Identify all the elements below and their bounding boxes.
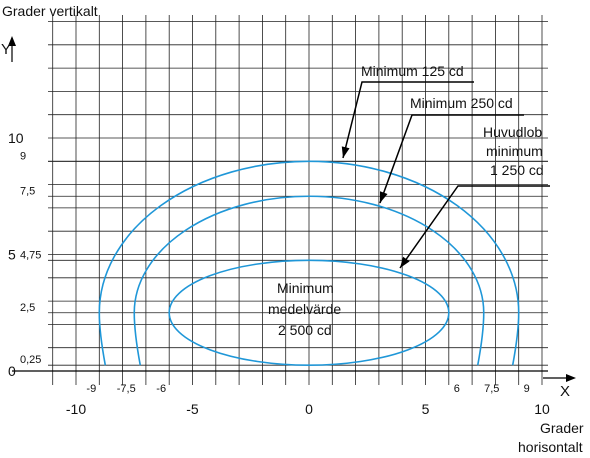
label-1250cd-line2: minimum xyxy=(486,143,543,159)
y-tick-label-minor: 9 xyxy=(20,150,26,162)
isoline-1 xyxy=(98,160,520,366)
x-tick-label-minor: -7,5 xyxy=(117,383,136,395)
x-tick-label-minor: 7,5 xyxy=(484,383,499,395)
labels: -10 -5 0 5 10 -9 -7,5 -6 6 7,5 9 0 5 10 0,25 2,5 4,75 7,5… xyxy=(8,130,550,417)
x-axis-title-line2: horisontalt xyxy=(518,439,583,455)
x-tick-label-major: -5 xyxy=(186,401,199,417)
leader-line-3 xyxy=(399,185,550,269)
y-axis-title: Grader vertikalt xyxy=(2,3,98,19)
label-2500cd-line2: medelvärde xyxy=(268,301,341,317)
label-2500cd-line1: Minimum xyxy=(277,280,334,296)
label-1250cd-line1: Huvudlob xyxy=(483,124,542,140)
x-tick-label-major: 10 xyxy=(534,401,550,417)
isoline-2 xyxy=(133,195,485,366)
y-tick-label-minor: 2,5 xyxy=(20,302,35,314)
y-tick-label-major: 0 xyxy=(8,363,16,379)
leader-lines xyxy=(341,81,550,269)
y-tick-label-minor: 0,25 xyxy=(20,354,41,366)
x-axis-arrowhead xyxy=(566,374,576,382)
x-tick-label-minor: 9 xyxy=(524,383,530,395)
y-tick-label-major: 10 xyxy=(8,130,24,146)
y-tick-label-minor: 7,5 xyxy=(20,185,35,197)
grid xyxy=(8,15,576,385)
x-tick-label-minor: 6 xyxy=(454,383,460,395)
y-tick-label-major: 5 xyxy=(8,247,16,263)
x-axis-symbol: X xyxy=(560,383,570,400)
leader-arrowhead-2 xyxy=(380,191,388,203)
x-tick-label-major: 5 xyxy=(422,401,430,417)
isolines xyxy=(98,160,520,366)
leader-arrowhead-1 xyxy=(341,146,350,158)
y-tick-label-minor: 4,75 xyxy=(20,249,41,261)
x-tick-label-major: 0 xyxy=(305,401,313,417)
x-tick-label-minor: -9 xyxy=(86,383,96,395)
label-2500cd-line3: 2 500 cd xyxy=(278,322,332,338)
x-tick-label-minor: -6 xyxy=(156,383,166,395)
x-axis-title-line1: Grader xyxy=(540,420,584,436)
leader-line-1 xyxy=(342,81,474,159)
label-1250cd-line3: 1 250 cd xyxy=(490,162,544,178)
isoline-3 xyxy=(168,259,450,366)
y-axis-symbol: Y xyxy=(1,41,11,58)
leader-arrowhead-3 xyxy=(400,256,410,268)
label-125cd: Minimum 125 cd xyxy=(361,63,464,79)
label-250cd: Minimum 250 cd xyxy=(410,95,513,111)
x-tick-label-major: -10 xyxy=(66,401,86,417)
leader-line-2 xyxy=(379,114,524,204)
y-axis-arrowhead xyxy=(8,36,16,46)
